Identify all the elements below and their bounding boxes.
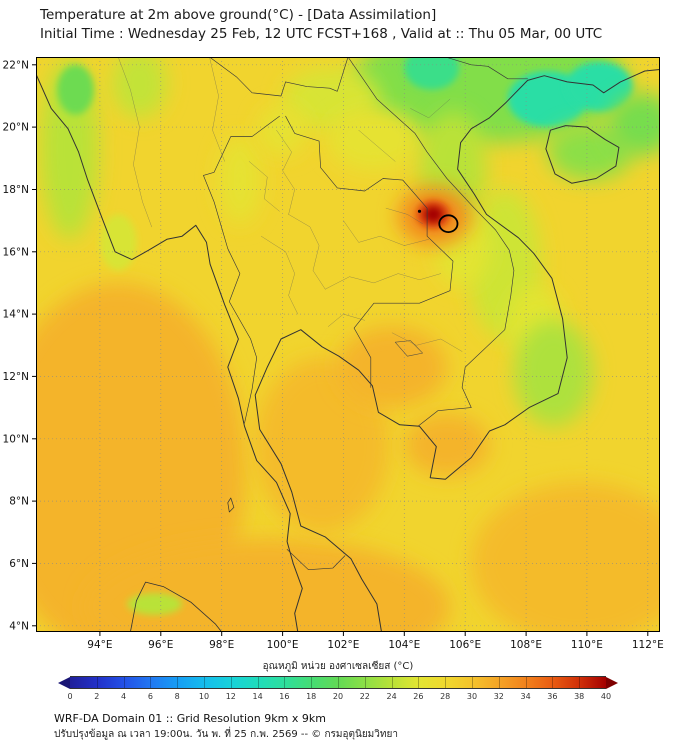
max-temp-contour	[438, 214, 459, 234]
temp-feature-cold-red-river-spot	[404, 57, 460, 90]
colorbar-separator	[204, 677, 205, 688]
colorbar-tick: 34	[520, 692, 531, 701]
header: Temperature at 2m above ground(°C) - [Da…	[40, 6, 602, 44]
basemap-outlines	[36, 57, 660, 632]
colorbar-separator	[96, 677, 98, 688]
colorbar-tick: 32	[493, 692, 504, 701]
y-axis: 4°N 6°N 8°N 10°N 12°N 14°N 16°N 18°N 20°N 22°N	[3, 59, 36, 632]
colorbar-tick: 10	[198, 692, 210, 701]
colorbar	[58, 676, 618, 689]
x-tick-label: 98°E	[209, 639, 234, 651]
x-tick-label: 102°E	[327, 639, 359, 651]
y-tick-label: 12°N	[3, 371, 29, 383]
colorbar-gradient	[70, 676, 606, 689]
colorbar-tick-labels: 0 2 4 6 8 10 12 14 16 18 20 22 24 26 28 30 32 34 36 38 40	[67, 692, 611, 702]
x-tick-label: 94°E	[87, 639, 112, 651]
colorbar-label: อุณหภูมิ หน่วย องศาเซลเซียส (°C)	[262, 661, 414, 672]
x-tick-label: 108°E	[510, 639, 542, 651]
colorbar-tick: 38	[574, 692, 585, 701]
page-subtitle: Initial Time : Wednesday 25 Feb, 12 UTC …	[40, 26, 603, 42]
temp-feature-cool-hainan-south	[547, 124, 633, 181]
colorbar-tick: 6	[147, 692, 153, 701]
y-tick-label: 22°N	[3, 59, 29, 71]
footer-domain-info: WRF-DA Domain 01 :: Grid Resolution 9km …	[54, 712, 326, 725]
temp-feature-warm-mekong-delta	[404, 413, 490, 477]
temp-feature-cool-south-vietnam-sea	[513, 320, 594, 427]
colorbar-separator	[284, 677, 286, 688]
colorbar-tick: 24	[386, 692, 397, 701]
y-tick-label: 16°N	[3, 246, 29, 258]
colorbar-tick: 12	[225, 692, 236, 701]
temp-feature-hot-core-max	[424, 206, 443, 223]
y-tick-label: 18°N	[3, 184, 29, 196]
temp-feature-cold-guangxi-spot	[565, 61, 633, 112]
temp-feature-cool-upper-laos-band	[328, 108, 420, 171]
colorbar-separator	[525, 677, 527, 688]
colorbar-separator	[579, 677, 581, 688]
y-tick-label: 6°N	[9, 558, 29, 570]
x-tick-label: 96°E	[148, 639, 173, 651]
colorbar-tick: 14	[252, 692, 263, 701]
x-tick-label: 110°E	[571, 639, 603, 651]
temp-spot-marker	[417, 209, 422, 213]
colorbar-separator	[123, 677, 125, 688]
colorbar-tick: 8	[174, 692, 180, 701]
temp-feature-cool-east-of-hainan	[608, 92, 660, 156]
colorbar-separator	[391, 677, 393, 688]
colorbar-separator	[445, 677, 447, 688]
temp-feature-cool-irrawaddy-patch	[99, 214, 137, 271]
colorbar-separator	[418, 677, 420, 688]
colorbar-separator	[338, 677, 339, 688]
colorbar-tick: 16	[279, 692, 290, 701]
temperature-map: 94°E 96°E 98°E 100°E 102°E 104°E 106°E 108°E 110…	[3, 57, 664, 651]
temp-feature-cool-east-myanmar	[112, 57, 167, 118]
colorbar-separator	[498, 677, 500, 688]
colorbar-tick: 18	[306, 692, 317, 701]
colorbar-tick: 36	[547, 692, 558, 701]
colorbar-separator	[177, 677, 179, 688]
colorbar-over-arrow	[606, 676, 618, 689]
map-svg: 94°E 96°E 98°E 100°E 102°E 104°E 106°E 108°E 110…	[3, 57, 664, 651]
colorbar-separator	[552, 677, 554, 688]
colorbar-separator	[311, 677, 313, 688]
temp-feature-cool-north-thailand	[258, 105, 307, 156]
colorbar-tick: 40	[600, 692, 612, 701]
colorbar-separator	[364, 677, 366, 688]
y-tick-label: 20°N	[3, 122, 29, 134]
graticule	[36, 57, 660, 632]
x-tick-label: 106°E	[449, 639, 481, 651]
map-frame	[36, 57, 660, 632]
temperature-field	[36, 57, 660, 632]
colorbar-tick: 30	[466, 692, 478, 701]
colorbar-tick: 28	[440, 692, 451, 701]
colorbar-under-arrow	[58, 676, 70, 689]
colorbar-tick: 20	[332, 692, 344, 701]
temp-feature-cool-sumatra-ridge	[127, 593, 183, 615]
temp-feature-cool-myanmar-spot	[57, 64, 94, 115]
colorbar-tick: 4	[121, 692, 127, 701]
colorbar-separator	[230, 677, 232, 688]
colorbar-tick: 26	[413, 692, 424, 701]
colorbar-tick: 22	[359, 692, 370, 701]
footer-update-info: ปรับปรุงข้อมูล ณ เวลา 19:00น. วัน พ. ที่…	[54, 729, 398, 740]
temp-feature-cool-thai-highland	[218, 136, 262, 224]
y-tick-label: 14°N	[3, 309, 29, 321]
colorbar-tick: 2	[94, 692, 100, 701]
x-tick-label: 104°E	[388, 639, 420, 651]
colorbar-separator	[472, 677, 473, 688]
colorbar-separator	[150, 677, 152, 688]
colorbar-separator	[257, 677, 259, 688]
temp-feature-warm-southeast-sea	[471, 482, 660, 632]
y-tick-label: 4°N	[9, 620, 29, 632]
x-tick-label: 112°E	[632, 639, 664, 651]
x-tick-label: 100°E	[267, 639, 299, 651]
temp-feature-warm-gulf-of-thailand	[255, 357, 390, 533]
page-title: Temperature at 2m above ground(°C) - [Da…	[40, 7, 437, 23]
y-tick-label: 10°N	[3, 433, 29, 445]
x-axis: 94°E 96°E 98°E 100°E 102°E 104°E 106°E 108°E 110…	[87, 632, 664, 651]
y-tick-label: 8°N	[9, 496, 29, 508]
colorbar-tick: 0	[67, 692, 73, 701]
